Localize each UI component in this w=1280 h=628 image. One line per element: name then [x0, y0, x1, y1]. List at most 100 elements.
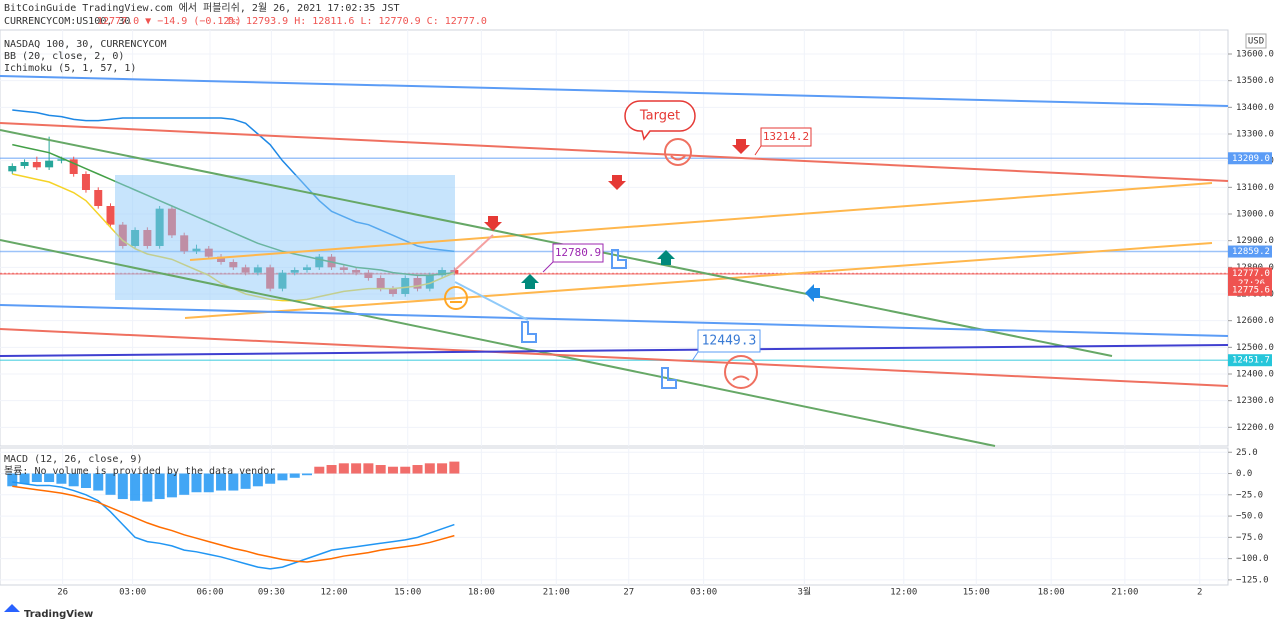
- x-tick-label: 03:00: [690, 588, 717, 598]
- histogram-bar: [166, 473, 177, 498]
- histogram-bar: [351, 463, 362, 474]
- y-tick-label: −50.0: [1236, 512, 1263, 522]
- candle-body: [106, 206, 115, 225]
- histogram-bar: [203, 473, 214, 493]
- x-tick-label: 2: [1197, 588, 1202, 598]
- histogram-bar: [80, 473, 91, 488]
- legend-line: BB (20, close, 2, 0): [4, 51, 124, 62]
- header-change: 12777.0 ▼ −14.9 (−0.12%): [97, 16, 242, 27]
- y-tick-label: 12200.0: [1236, 423, 1274, 433]
- annotation: 12449.3: [702, 334, 757, 349]
- y-tick-label: −100.0: [1236, 554, 1269, 564]
- trendline: [0, 344, 1229, 357]
- candle-body: [20, 162, 29, 166]
- y-tick-label: 13600.0: [1236, 50, 1274, 60]
- candle-body: [8, 166, 17, 172]
- histogram-bar: [228, 473, 239, 491]
- header-symbol: CURRENCYCOM:US100, 30: [4, 16, 130, 27]
- histogram-bar: [191, 473, 202, 493]
- histogram-bar: [302, 473, 312, 476]
- x-tick-label: 27: [623, 588, 634, 598]
- price-tag: [1228, 152, 1272, 165]
- y-tick-label: 13500.0: [1236, 76, 1274, 86]
- brand: TradingView: [24, 609, 93, 620]
- histogram-bar: [19, 473, 30, 484]
- annotation-pointer: [754, 145, 762, 156]
- arrow-line: [454, 281, 529, 321]
- histogram-bar: [240, 473, 251, 489]
- candle-body: [69, 159, 78, 174]
- candle-body: [94, 190, 103, 206]
- y-tick-label: −75.0: [1236, 533, 1263, 543]
- histogram-bar: [93, 473, 104, 491]
- trendline: [0, 304, 1229, 337]
- x-tick-label: 21:00: [1111, 588, 1138, 598]
- legend-line: NASDAQ 100, 30, CURRENCYCOM: [4, 39, 167, 50]
- legend-line: Ichimoku (5, 1, 57, 1): [4, 63, 136, 74]
- arrow-line: [454, 234, 494, 271]
- y-tick-label: 25.0: [1236, 448, 1258, 458]
- currency: USD: [1248, 37, 1264, 47]
- trendline: [0, 122, 1229, 182]
- histogram-bar: [387, 466, 398, 474]
- candle-body: [81, 174, 90, 190]
- y-tick-label: −25.0: [1236, 490, 1263, 500]
- y-tick-label: −125.0: [1236, 575, 1269, 585]
- x-tick-label: 12:00: [320, 588, 347, 598]
- annotation-box: [697, 329, 761, 353]
- histogram-bar: [338, 463, 349, 474]
- indicator-line: [12, 481, 455, 570]
- trendline: [0, 239, 996, 447]
- x-tick-label: 06:00: [196, 588, 223, 598]
- x-tick-label: 15:00: [394, 588, 421, 598]
- price-tag-label: 12777.0: [1232, 269, 1270, 279]
- histogram-bar: [56, 473, 67, 484]
- legend-line: MACD (12, 26, close, 9): [4, 454, 142, 465]
- candle-body: [32, 162, 41, 168]
- header-line: BitCoinGuide TradingView.com 에서 퍼블리쉬, 2월…: [4, 2, 400, 14]
- trendline: [189, 182, 1213, 261]
- annotation: Target: [639, 109, 680, 124]
- histogram-bar: [314, 466, 325, 474]
- y-tick-label: 13300.0: [1236, 130, 1274, 140]
- y-tick-label: 12400.0: [1236, 370, 1274, 380]
- arrow-down-icon: [608, 175, 626, 190]
- x-tick-label: 18:00: [468, 588, 495, 598]
- histogram-bar: [265, 473, 276, 484]
- arrow-up-icon: [657, 250, 675, 265]
- ichimoku-cloud: [115, 175, 455, 300]
- trendline: [0, 129, 1113, 357]
- histogram-bar: [130, 473, 141, 501]
- histogram-bar: [449, 461, 460, 474]
- histogram-bar: [412, 465, 423, 474]
- histogram-bar: [277, 473, 288, 481]
- target-bubble: [624, 100, 696, 141]
- histogram-bar: [142, 473, 153, 502]
- trendline: [0, 328, 1229, 387]
- y-tick-label: 12900.0: [1236, 236, 1274, 246]
- arrow-up-icon: [521, 274, 539, 289]
- histogram-bar: [216, 473, 227, 491]
- y-tick-label: 13400.0: [1236, 103, 1274, 113]
- x-tick-label: 09:30: [258, 588, 285, 598]
- annotation-pointer: [691, 351, 699, 362]
- histogram-bar: [179, 473, 190, 495]
- brand-logo: [4, 604, 20, 612]
- y-tick-label: 13000.0: [1236, 210, 1274, 220]
- x-tick-label: 15:00: [963, 588, 990, 598]
- indicator-line: [12, 485, 455, 563]
- y-tick-label: 0.0: [1236, 469, 1252, 479]
- histogram-bar: [44, 473, 55, 483]
- arrow-left-icon: [805, 284, 820, 302]
- price-tag-label: 13209.0: [1232, 154, 1270, 164]
- x-tick-label: 3월: [797, 586, 811, 598]
- candle-body: [45, 160, 54, 168]
- annotation-box: [552, 243, 604, 263]
- annotation: 13214.2: [763, 130, 809, 143]
- main-pane: [0, 29, 1229, 447]
- price-tag-label: 12775.6: [1232, 285, 1270, 295]
- histogram-bar: [363, 463, 374, 474]
- price-tag: [1228, 354, 1272, 367]
